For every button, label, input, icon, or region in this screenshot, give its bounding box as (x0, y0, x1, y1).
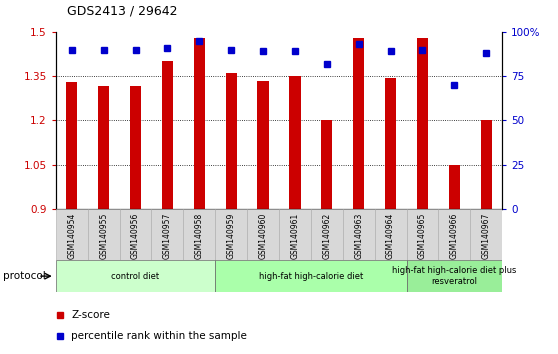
Bar (119, 209, 151, 260)
Bar (343, 209, 374, 260)
Text: GDS2413 / 29642: GDS2413 / 29642 (67, 5, 177, 18)
Text: protocol: protocol (3, 271, 46, 281)
Bar (130, 86, 141, 209)
Text: GSM140957: GSM140957 (163, 213, 172, 259)
Bar (321, 120, 333, 209)
Bar (184, 209, 215, 260)
Text: high-fat high-calorie diet: high-fat high-calorie diet (259, 272, 363, 281)
Text: GSM140966: GSM140966 (450, 213, 459, 259)
Bar (225, 73, 237, 209)
Bar (374, 209, 407, 260)
Text: GSM140958: GSM140958 (195, 213, 204, 259)
Bar (215, 260, 407, 292)
Bar (215, 209, 247, 260)
Text: GSM140964: GSM140964 (386, 213, 395, 259)
Bar (257, 81, 268, 209)
Bar (311, 209, 343, 260)
Text: GSM140956: GSM140956 (131, 213, 140, 259)
Text: GSM140967: GSM140967 (482, 213, 490, 259)
Text: GSM140962: GSM140962 (323, 213, 331, 259)
Bar (407, 260, 502, 292)
Text: GSM140954: GSM140954 (68, 213, 76, 259)
Bar (88, 209, 119, 260)
Bar (439, 209, 470, 260)
Bar (470, 209, 502, 260)
Bar (98, 86, 109, 209)
Text: GSM140960: GSM140960 (258, 213, 267, 259)
Bar (162, 61, 173, 209)
Bar (279, 209, 311, 260)
Bar (290, 76, 301, 209)
Text: GSM140959: GSM140959 (227, 213, 235, 259)
Bar (56, 209, 88, 260)
Bar (151, 209, 184, 260)
Text: GSM140965: GSM140965 (418, 213, 427, 259)
Text: GSM140955: GSM140955 (99, 213, 108, 259)
Bar (247, 209, 279, 260)
Text: control diet: control diet (112, 272, 160, 281)
Text: GSM140961: GSM140961 (291, 213, 300, 259)
Bar (480, 120, 492, 209)
Text: high-fat high-calorie diet plus
resveratrol: high-fat high-calorie diet plus resverat… (392, 267, 517, 286)
Bar (385, 78, 396, 209)
Bar (66, 82, 78, 209)
Bar (56, 260, 215, 292)
Text: percentile rank within the sample: percentile rank within the sample (71, 331, 247, 341)
Text: GSM140963: GSM140963 (354, 213, 363, 259)
Bar (407, 209, 439, 260)
Bar (417, 38, 428, 209)
Bar (449, 165, 460, 209)
Text: Z-score: Z-score (71, 310, 110, 320)
Bar (194, 38, 205, 209)
Bar (353, 38, 364, 209)
